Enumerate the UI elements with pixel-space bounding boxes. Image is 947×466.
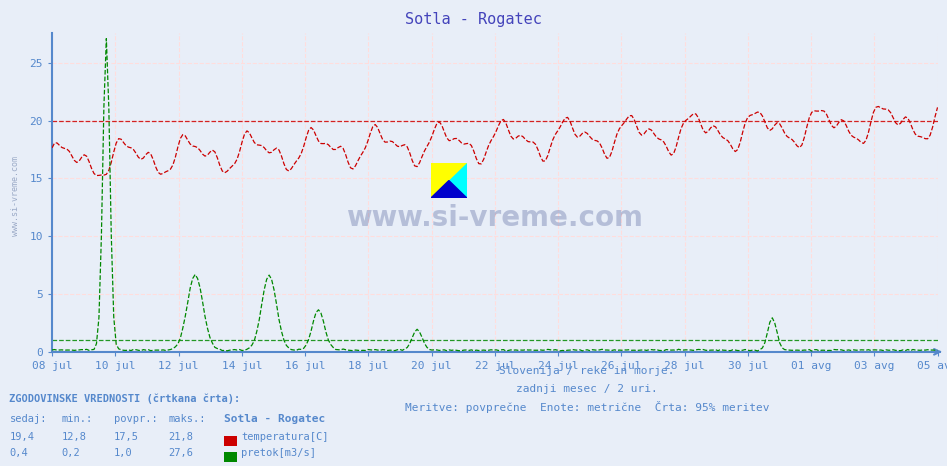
- Polygon shape: [431, 181, 467, 198]
- Text: min.:: min.:: [62, 414, 93, 424]
- Text: 12,8: 12,8: [62, 432, 86, 442]
- Text: ZGODOVINSKE VREDNOSTI (črtkana črta):: ZGODOVINSKE VREDNOSTI (črtkana črta):: [9, 394, 241, 404]
- Text: www.si-vreme.com: www.si-vreme.com: [347, 204, 643, 232]
- Text: 19,4: 19,4: [9, 432, 34, 442]
- Text: pretok[m3/s]: pretok[m3/s]: [241, 448, 316, 458]
- Text: 21,8: 21,8: [169, 432, 193, 442]
- Text: 0,4: 0,4: [9, 448, 28, 458]
- Text: Meritve: povprečne  Enote: metrične  Črta: 95% meritev: Meritve: povprečne Enote: metrične Črta:…: [405, 401, 769, 413]
- Text: 1,0: 1,0: [114, 448, 133, 458]
- Text: Sotla - Rogatec: Sotla - Rogatec: [224, 414, 326, 424]
- Text: povpr.:: povpr.:: [114, 414, 157, 424]
- Text: zadnji mesec / 2 uri.: zadnji mesec / 2 uri.: [516, 384, 658, 393]
- Text: maks.:: maks.:: [169, 414, 206, 424]
- Polygon shape: [431, 163, 467, 198]
- Text: 0,2: 0,2: [62, 448, 80, 458]
- Text: Sotla - Rogatec: Sotla - Rogatec: [405, 12, 542, 27]
- Text: sedaj:: sedaj:: [9, 414, 47, 424]
- Text: 27,6: 27,6: [169, 448, 193, 458]
- Polygon shape: [431, 163, 467, 198]
- Text: www.si-vreme.com: www.si-vreme.com: [11, 156, 21, 236]
- Text: temperatura[C]: temperatura[C]: [241, 432, 329, 442]
- Text: 17,5: 17,5: [114, 432, 138, 442]
- Text: Slovenija / reke in morje.: Slovenija / reke in morje.: [499, 366, 675, 376]
